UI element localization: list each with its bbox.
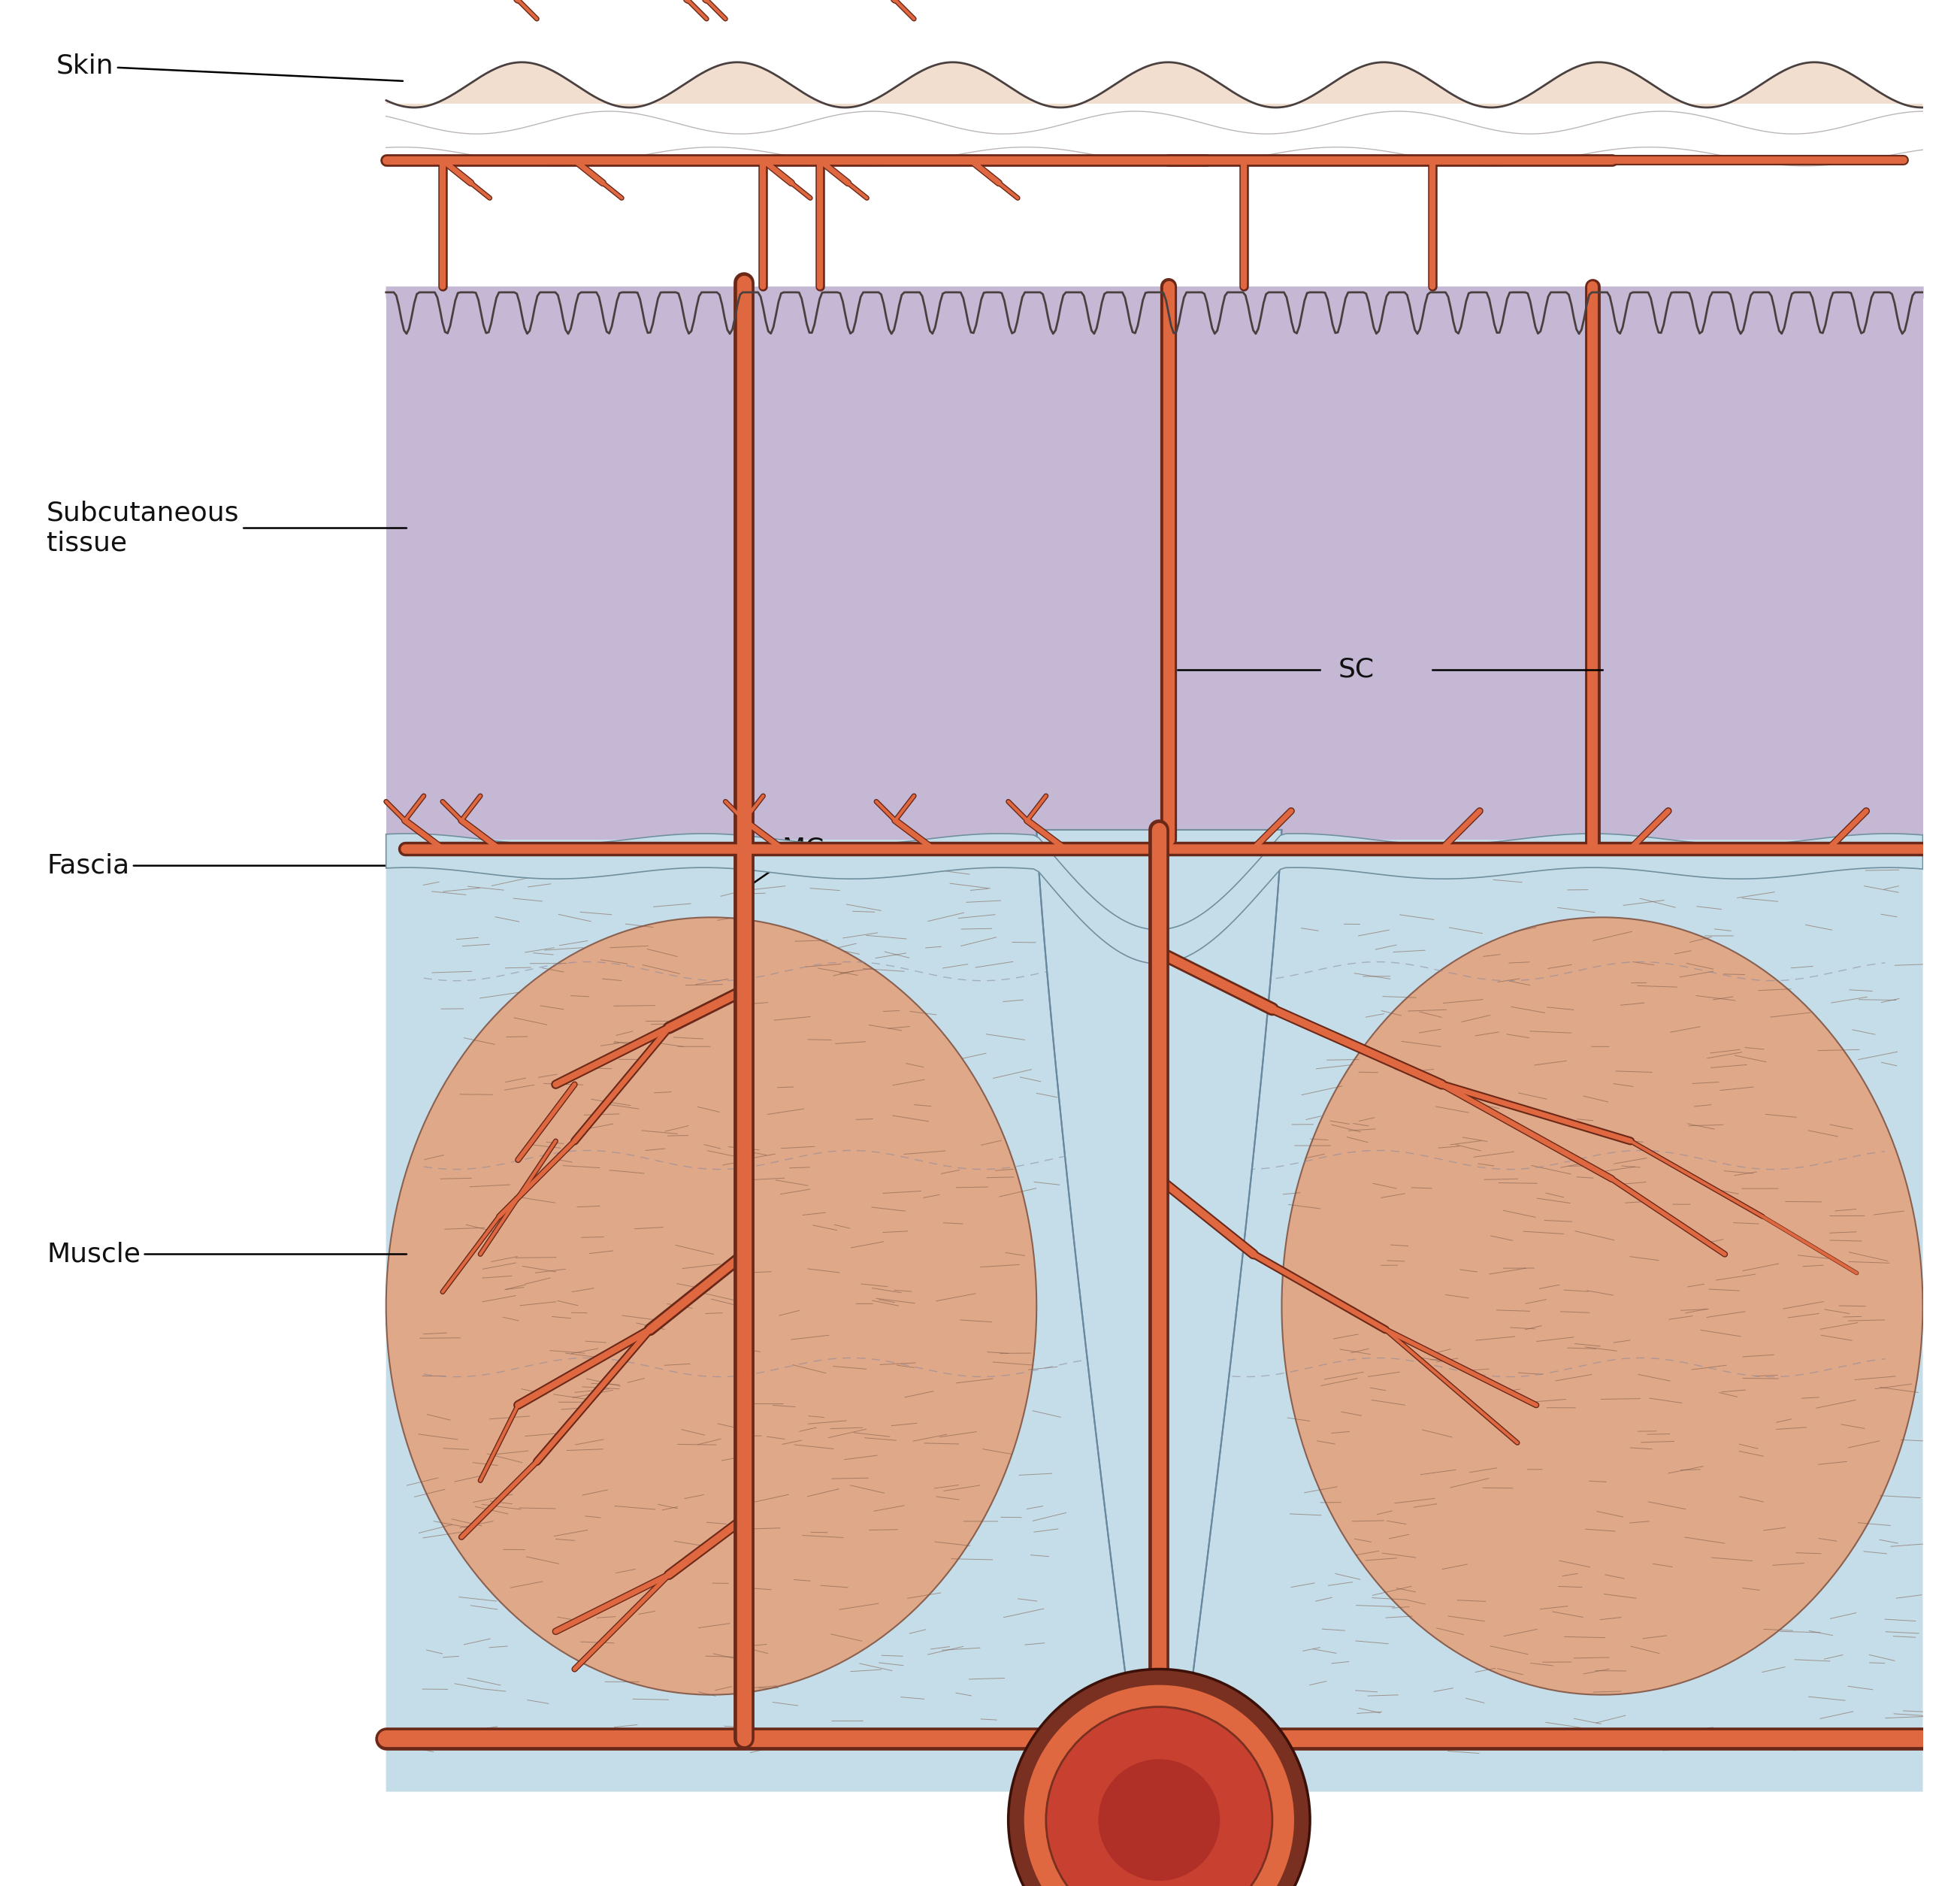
Text: Fascia: Fascia: [47, 852, 406, 879]
Circle shape: [1098, 1760, 1219, 1880]
Polygon shape: [386, 834, 1923, 964]
Polygon shape: [386, 62, 1923, 108]
Circle shape: [1023, 1684, 1296, 1886]
Polygon shape: [1282, 917, 1923, 1696]
Circle shape: [1047, 1707, 1272, 1886]
Text: Subcutaneous
tissue: Subcutaneous tissue: [47, 500, 406, 556]
Polygon shape: [386, 839, 1923, 1792]
Bar: [386, 292, 1923, 839]
Text: MC: MC: [737, 835, 825, 894]
Polygon shape: [1037, 830, 1282, 1754]
Text: Muscle: Muscle: [47, 1241, 406, 1267]
Polygon shape: [386, 917, 1037, 1696]
Text: SC: SC: [1339, 656, 1374, 683]
Circle shape: [1007, 1669, 1309, 1886]
Text: Skin: Skin: [57, 53, 404, 81]
